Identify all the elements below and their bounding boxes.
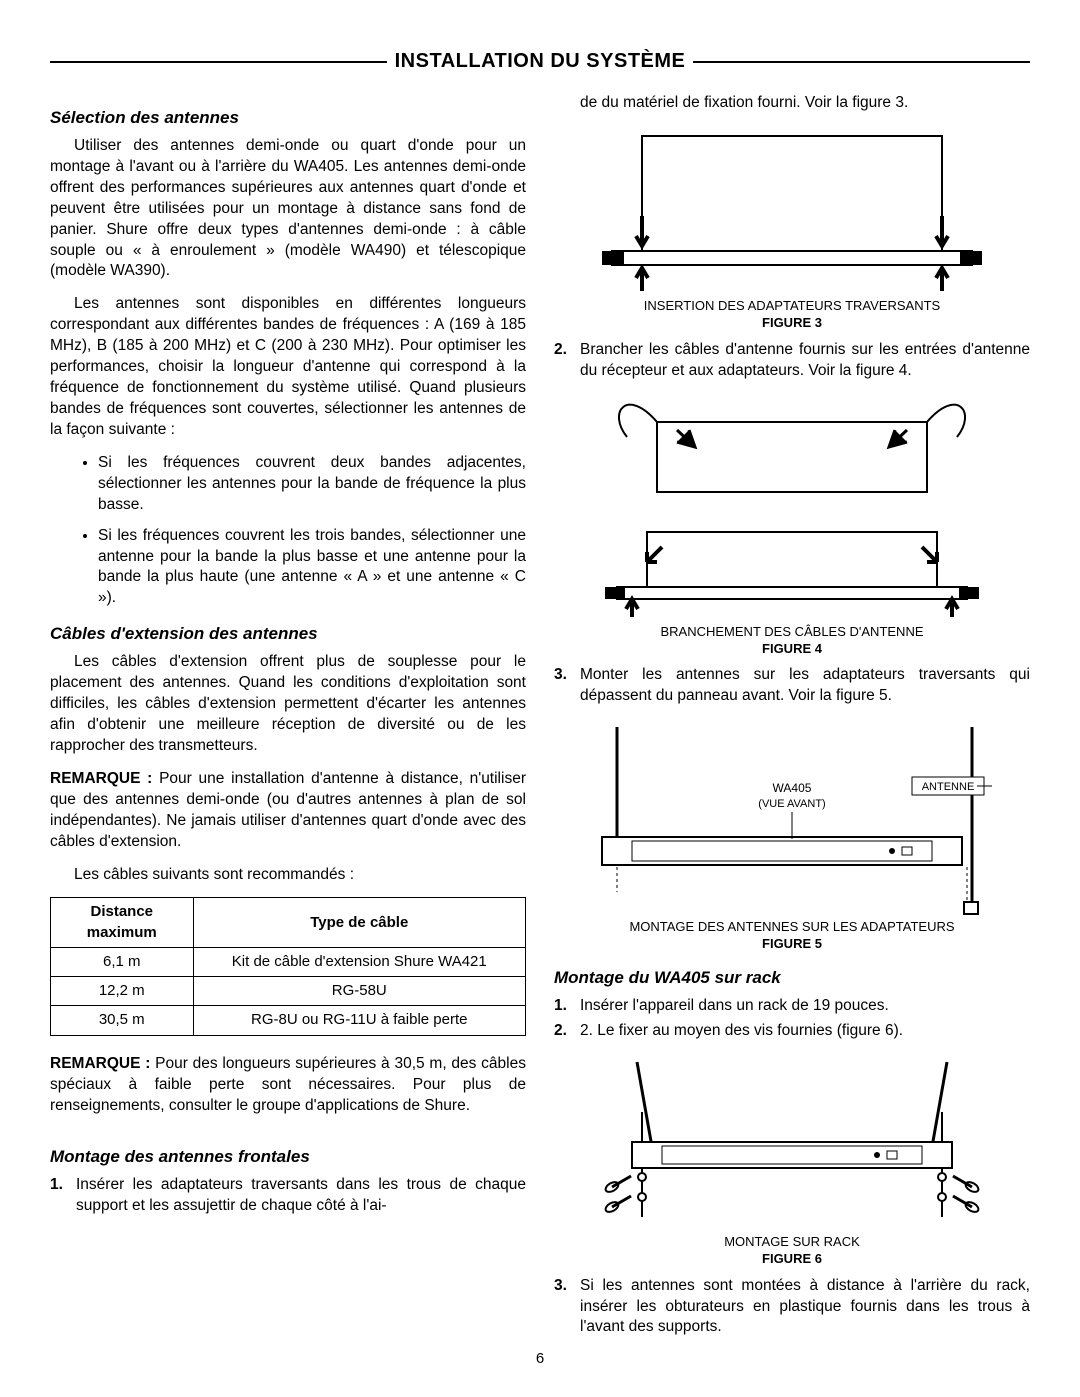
step-number: 2. bbox=[554, 340, 580, 382]
step-item: 3. Monter les antennes sur les adaptateu… bbox=[554, 665, 1030, 707]
header-rule-right bbox=[693, 61, 1030, 63]
figure-4: BRANCHEMENT DES CÂBLES D'ANTENNE FIGURE … bbox=[554, 392, 1030, 658]
table-cell: 12,2 m bbox=[51, 977, 194, 1006]
figure-5-caption: MONTAGE DES ANTENNES SUR LES ADAPTATEURS bbox=[554, 919, 1030, 935]
table-row: 6,1 m Kit de câble d'extension Shure WA4… bbox=[51, 947, 526, 976]
right-column: de du matériel de fixation fourni. Voir … bbox=[554, 93, 1030, 1348]
page-number: 6 bbox=[0, 1350, 1080, 1367]
step-number: 2. bbox=[554, 1021, 580, 1042]
step-item: 1. Insérer l'appareil dans un rack de 19… bbox=[554, 996, 1030, 1017]
fig5-label-wa405: WA405 bbox=[773, 781, 812, 795]
step-text: Brancher les câbles d'antenne fournis su… bbox=[580, 340, 1030, 382]
steps-continued-3: 3. Monter les antennes sur les adaptateu… bbox=[554, 665, 1030, 707]
table-header-type: Type de câble bbox=[193, 898, 526, 948]
step-text: 2. Le fixer au moyen des vis fournies (f… bbox=[580, 1021, 1030, 1042]
figure-4-svg bbox=[577, 392, 1007, 622]
step-item: 3. Si les antennes sont montées à distan… bbox=[554, 1276, 1030, 1339]
figure-6-caption: MONTAGE SUR RACK bbox=[554, 1234, 1030, 1250]
page-title: INSTALLATION DU SYSTÈME bbox=[387, 50, 694, 73]
step-number: 1. bbox=[50, 1175, 76, 1217]
fig5-label-vue: (VUE AVANT) bbox=[758, 798, 825, 810]
fig5-label-antenne: ANTENNE bbox=[922, 781, 975, 793]
steps-montage-antennes: 1. Insérer les adaptateurs traversants d… bbox=[50, 1175, 526, 1217]
para-cables-2: Les câbles suivants sont recommandés : bbox=[50, 865, 526, 886]
heading-montage-rack: Montage du WA405 sur rack bbox=[554, 967, 1030, 990]
figure-6: MONTAGE SUR RACK FIGURE 6 bbox=[554, 1052, 1030, 1268]
page-header: INSTALLATION DU SYSTÈME bbox=[50, 50, 1030, 73]
step-text: Si les antennes sont montées à distance … bbox=[580, 1276, 1030, 1339]
figure-6-label: FIGURE 6 bbox=[554, 1250, 1030, 1268]
figure-4-label: FIGURE 4 bbox=[554, 640, 1030, 658]
figure-4-caption: BRANCHEMENT DES CÂBLES D'ANTENNE bbox=[554, 624, 1030, 640]
table-row: 30,5 m RG-8U ou RG-11U à faible perte bbox=[51, 1006, 526, 1035]
figure-5: WA405 (VUE AVANT) ANTENNE MONTAGE DES AN… bbox=[554, 717, 1030, 953]
para-continuation: de du matériel de fixation fourni. Voir … bbox=[554, 93, 1030, 114]
para-remarque-2: REMARQUE : Pour des longueurs supérieure… bbox=[50, 1054, 526, 1117]
steps-continued-2: 2. Brancher les câbles d'antenne fournis… bbox=[554, 340, 1030, 382]
remarque-label: REMARQUE : bbox=[50, 1055, 155, 1072]
table-cell: Kit de câble d'extension Shure WA421 bbox=[193, 947, 526, 976]
para-selection-1: Utiliser des antennes demi-onde ou quart… bbox=[50, 136, 526, 282]
steps-rack: 1. Insérer l'appareil dans un rack de 19… bbox=[554, 996, 1030, 1042]
figure-6-svg bbox=[577, 1052, 1007, 1232]
step-item: 2. Brancher les câbles d'antenne fournis… bbox=[554, 340, 1030, 382]
figure-5-svg: WA405 (VUE AVANT) ANTENNE bbox=[572, 717, 1012, 917]
bullet-list-frequencies: Si les fréquences couvrent deux bandes a… bbox=[50, 453, 526, 609]
table-header-distance: Distance maximum bbox=[51, 898, 194, 948]
step-number: 3. bbox=[554, 1276, 580, 1339]
para-selection-2: Les antennes sont disponibles en différe… bbox=[50, 294, 526, 440]
step-text: Insérer l'appareil dans un rack de 19 po… bbox=[580, 996, 1030, 1017]
header-rule-left bbox=[50, 61, 387, 63]
two-column-layout: Sélection des antennes Utiliser des ante… bbox=[50, 93, 1030, 1348]
bullet-item: Si les fréquences couvrent deux bandes a… bbox=[98, 453, 526, 516]
heading-selection: Sélection des antennes bbox=[50, 107, 526, 130]
figure-3-svg bbox=[582, 126, 1002, 296]
para-remarque-1: REMARQUE : Pour une installation d'anten… bbox=[50, 769, 526, 853]
step-number: 3. bbox=[554, 665, 580, 707]
figure-3-label: FIGURE 3 bbox=[554, 314, 1030, 332]
table-cell: RG-8U ou RG-11U à faible perte bbox=[193, 1006, 526, 1035]
bullet-item: Si les fréquences couvrent les trois ban… bbox=[98, 526, 526, 610]
figure-5-label: FIGURE 5 bbox=[554, 935, 1030, 953]
para-cables-1: Les câbles d'extension offrent plus de s… bbox=[50, 652, 526, 757]
heading-montage-antennes: Montage des antennes frontales bbox=[50, 1146, 526, 1169]
cable-table: Distance maximum Type de câble 6,1 m Kit… bbox=[50, 897, 526, 1035]
table-cell: 30,5 m bbox=[51, 1006, 194, 1035]
table-cell: RG-58U bbox=[193, 977, 526, 1006]
step-text: Insérer les adaptateurs traversants dans… bbox=[76, 1175, 526, 1217]
heading-cables: Câbles d'extension des antennes bbox=[50, 623, 526, 646]
step-item: 2. 2. Le fixer au moyen des vis fournies… bbox=[554, 1021, 1030, 1042]
remarque-label: REMARQUE : bbox=[50, 770, 159, 787]
step-text: Monter les antennes sur les adaptateurs … bbox=[580, 665, 1030, 707]
table-row: 12,2 m RG-58U bbox=[51, 977, 526, 1006]
steps-rack-3: 3. Si les antennes sont montées à distan… bbox=[554, 1276, 1030, 1339]
left-column: Sélection des antennes Utiliser des ante… bbox=[50, 93, 526, 1348]
step-item: 1. Insérer les adaptateurs traversants d… bbox=[50, 1175, 526, 1217]
figure-3: INSERTION DES ADAPTATEURS TRAVERSANTS FI… bbox=[554, 126, 1030, 332]
step-number: 1. bbox=[554, 996, 580, 1017]
figure-3-caption: INSERTION DES ADAPTATEURS TRAVERSANTS bbox=[554, 298, 1030, 314]
table-cell: 6,1 m bbox=[51, 947, 194, 976]
